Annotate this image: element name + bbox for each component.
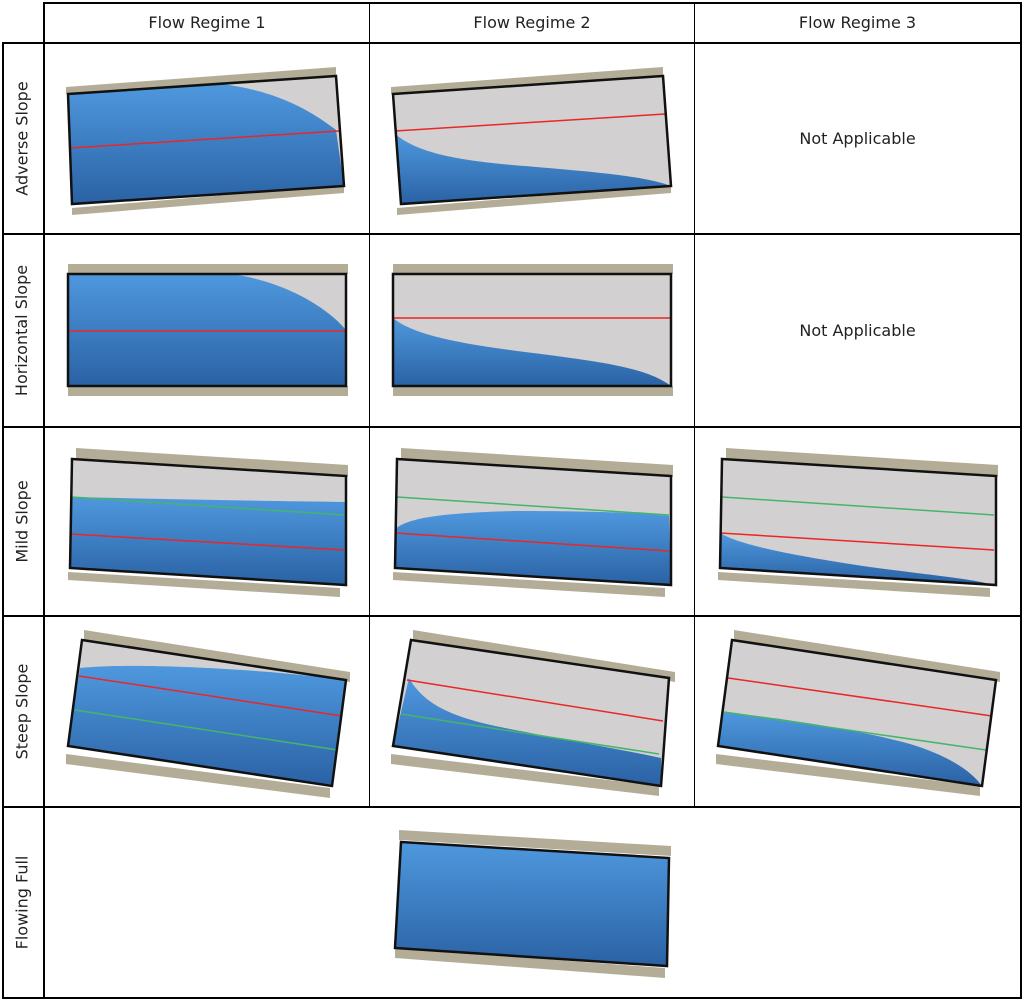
pipe-diagram-adverse-regime-2 (391, 67, 673, 215)
pipe-diagram-steep-regime-1 (66, 630, 350, 798)
grid-line (1020, 2, 1022, 999)
grid-line (2, 997, 1022, 999)
pipe-diagram-steep-regime-3 (716, 630, 1000, 796)
row-label: Horizontal Slope (12, 264, 32, 397)
column-header: Flow Regime 3 (798, 13, 917, 32)
pipe-diagram-steep-regime-2 (391, 630, 675, 796)
pipe-diagram-mild-regime-3 (718, 448, 998, 597)
grid-line (2, 42, 1022, 44)
row-label: Adverse Slope (12, 81, 32, 196)
not-applicable-text: Not Applicable (799, 321, 916, 340)
not-applicable-text: Not Applicable (799, 129, 916, 148)
column-header: Flow Regime 1 (148, 13, 266, 32)
pipe-diagram-mild-regime-2 (393, 448, 673, 597)
grid-line (2, 615, 1022, 617)
row-label-cell: Flowing Full (2, 808, 42, 997)
row-label: Flowing Full (12, 855, 32, 950)
row-label-cell: Mild Slope (2, 428, 42, 615)
row-label-cell: Horizontal Slope (2, 235, 42, 426)
grid-line (2, 426, 1022, 428)
row-label-cell: Steep Slope (2, 617, 42, 806)
grid-line (2, 233, 1022, 235)
row-label: Mild Slope (12, 480, 32, 563)
column-header: Flow Regime 2 (473, 13, 591, 32)
grid-line (2, 42, 4, 999)
pipe-diagram-flowing-full (393, 830, 671, 978)
pipe-diagram-horizontal-regime-1 (66, 264, 348, 396)
grid-line (43, 2, 45, 999)
grid-line (369, 2, 370, 808)
grid-line (44, 2, 1022, 4)
pipe-diagram-horizontal-regime-2 (391, 264, 673, 396)
pipe-diagram-adverse-regime-1 (66, 67, 346, 215)
grid-line (2, 806, 1022, 808)
row-label-cell: Adverse Slope (2, 44, 42, 233)
row-label: Steep Slope (12, 663, 32, 760)
grid-line (694, 2, 695, 808)
pipe-diagram-mild-regime-1 (68, 448, 348, 597)
